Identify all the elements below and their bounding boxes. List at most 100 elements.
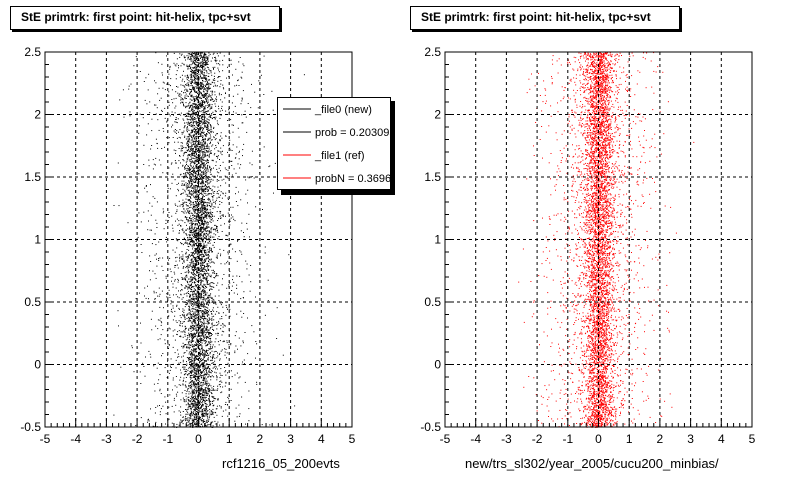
data-point bbox=[190, 59, 192, 60]
data-point bbox=[205, 340, 206, 342]
data-point bbox=[195, 372, 197, 374]
data-point bbox=[196, 203, 198, 205]
data-point bbox=[180, 162, 181, 164]
data-point bbox=[208, 297, 210, 299]
data-point bbox=[140, 383, 142, 384]
data-point bbox=[208, 283, 210, 285]
data-point bbox=[210, 70, 212, 72]
data-point bbox=[207, 154, 209, 156]
data-point bbox=[205, 60, 206, 62]
data-point bbox=[232, 248, 234, 250]
data-point bbox=[194, 206, 196, 208]
data-point bbox=[180, 142, 182, 144]
data-point bbox=[203, 78, 205, 79]
data-point bbox=[188, 382, 190, 384]
data-point bbox=[188, 118, 190, 120]
data-point bbox=[204, 112, 206, 114]
data-point bbox=[202, 152, 204, 154]
data-point bbox=[147, 123, 149, 125]
data-point bbox=[187, 58, 189, 60]
data-point bbox=[198, 358, 200, 359]
data-point bbox=[195, 274, 197, 276]
data-point bbox=[210, 297, 212, 299]
data-point bbox=[186, 424, 188, 426]
data-point bbox=[195, 317, 196, 319]
data-point bbox=[166, 121, 168, 123]
data-point bbox=[199, 384, 201, 386]
data-point bbox=[198, 356, 200, 358]
data-point bbox=[207, 405, 209, 407]
data-point bbox=[169, 268, 171, 270]
data-point bbox=[215, 228, 217, 230]
data-point bbox=[205, 260, 207, 262]
data-point bbox=[193, 377, 195, 379]
data-point bbox=[198, 139, 200, 141]
data-point bbox=[190, 162, 192, 164]
data-point bbox=[199, 401, 201, 403]
data-point bbox=[151, 145, 153, 146]
data-point bbox=[202, 56, 204, 58]
data-point bbox=[215, 398, 217, 400]
data-point bbox=[194, 138, 196, 140]
data-point bbox=[217, 150, 219, 152]
data-point bbox=[171, 311, 173, 313]
data-point bbox=[200, 321, 202, 323]
data-point bbox=[188, 313, 190, 315]
data-point bbox=[202, 239, 203, 241]
data-point bbox=[180, 145, 182, 147]
data-point bbox=[197, 278, 199, 280]
data-point bbox=[231, 174, 233, 176]
data-point bbox=[194, 319, 196, 321]
data-point bbox=[192, 174, 194, 176]
data-point bbox=[150, 184, 151, 186]
data-point bbox=[194, 191, 196, 193]
data-point bbox=[203, 335, 205, 337]
data-point bbox=[232, 206, 234, 208]
data-point bbox=[191, 121, 193, 123]
data-point bbox=[200, 388, 202, 390]
data-point bbox=[228, 109, 230, 111]
data-point bbox=[194, 146, 196, 148]
data-point bbox=[206, 325, 208, 327]
data-point bbox=[203, 297, 205, 299]
data-point bbox=[190, 158, 192, 160]
data-point bbox=[175, 78, 177, 80]
data-point bbox=[177, 188, 179, 190]
data-point bbox=[216, 155, 217, 157]
data-point bbox=[194, 136, 196, 138]
data-point bbox=[203, 88, 205, 90]
data-point bbox=[198, 190, 200, 191]
data-point bbox=[190, 291, 192, 293]
data-point bbox=[205, 98, 207, 99]
data-point bbox=[191, 94, 193, 96]
data-point bbox=[182, 310, 184, 312]
data-point bbox=[219, 212, 221, 214]
data-point bbox=[200, 222, 202, 224]
data-point bbox=[187, 140, 188, 142]
data-point bbox=[169, 115, 171, 117]
data-point bbox=[238, 404, 240, 406]
data-point bbox=[212, 355, 214, 357]
data-point bbox=[182, 142, 183, 144]
data-point bbox=[203, 283, 205, 285]
data-point bbox=[162, 405, 164, 407]
data-point bbox=[195, 216, 197, 218]
data-point bbox=[192, 324, 194, 326]
data-point bbox=[185, 302, 187, 304]
data-point bbox=[208, 137, 210, 139]
data-point bbox=[206, 263, 208, 265]
data-point bbox=[199, 104, 201, 105]
data-point bbox=[207, 393, 209, 395]
data-point bbox=[204, 102, 205, 104]
data-point bbox=[238, 136, 240, 138]
data-point bbox=[224, 195, 226, 197]
data-point bbox=[207, 367, 209, 369]
data-point bbox=[204, 365, 206, 367]
data-point bbox=[193, 336, 195, 338]
data-point bbox=[199, 173, 201, 175]
data-point bbox=[189, 54, 191, 55]
data-point bbox=[230, 258, 232, 260]
data-point bbox=[192, 136, 194, 138]
data-point bbox=[204, 202, 206, 204]
data-point bbox=[193, 195, 195, 197]
